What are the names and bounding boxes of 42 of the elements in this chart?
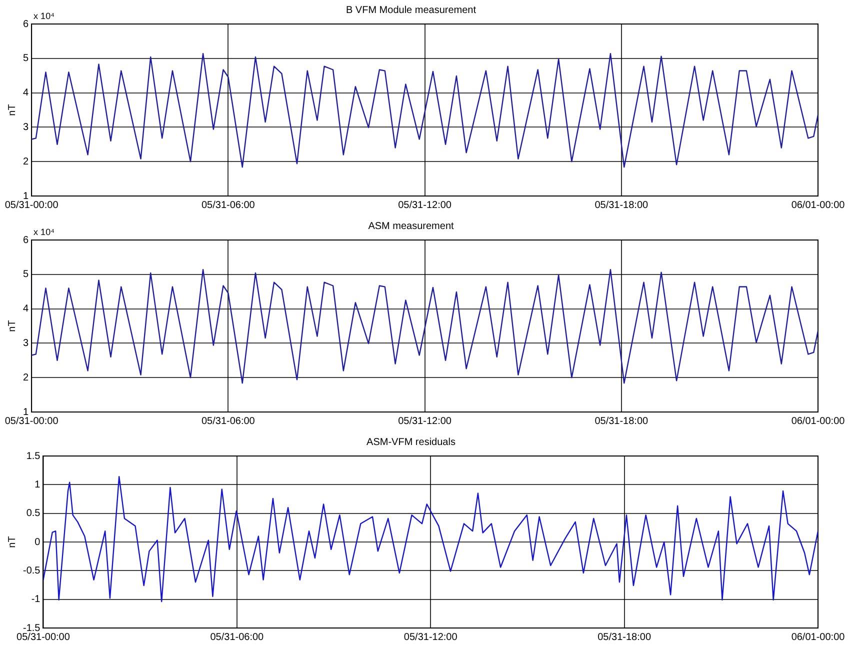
y-axis-title: nT [6,104,18,116]
x-tick-label: 05/31-06:00 [210,632,264,643]
x-tick-label: 05/31-18:00 [594,416,649,427]
chart-title: B VFM Module measurement [346,4,476,16]
x-tick-label: 05/31-00:00 [4,416,59,427]
x-tick-label: 06/01-00:00 [791,416,846,427]
y-tick-label: 1 [34,479,41,490]
x-tick-label: 06/01-00:00 [791,200,846,211]
y-tick-label: 0.5 [26,508,41,520]
text: x 10⁴ [34,226,55,237]
x-tick-label: 05/31-12:00 [398,416,452,427]
y-axis-title: nT [6,320,18,332]
x-tick-label: 06/01-00:00 [791,632,846,643]
x-tick-label: 05/31-12:00 [404,632,458,643]
y-tick-label: 1.5 [26,450,41,462]
y-tick-label: 1 [23,406,29,418]
y-tick-label: 6 [23,18,29,30]
x-tick-label: 05/31-06:00 [201,200,256,211]
y-axis-title: nT [6,536,18,548]
y-tick-label: -1 [31,594,41,606]
x-tick-label: 05/31-18:00 [594,200,649,211]
y-tick-label: -1.5 [22,622,41,634]
y-tick-label: 4 [23,88,29,99]
y-tick-label: 5 [23,269,29,280]
y-tick-label: 6 [23,234,29,246]
x-tick-label: 05/31-00:00 [16,632,70,643]
y-tick-label: 5 [23,53,29,64]
chart-title: ASM measurement [368,220,454,232]
y-tick-label: 0 [34,536,41,548]
text: x 10⁴ [34,10,55,21]
y-tick-label: -0.5 [22,565,41,576]
y-tick-label: 4 [23,304,29,315]
x-tick-label: 05/31-00:00 [4,200,59,211]
y-tick-label: 2 [23,156,29,168]
x-tick-label: 05/31-12:00 [398,200,452,211]
y-tick-label: 3 [23,338,29,349]
x-tick-label: 05/31-06:00 [201,416,256,427]
x-tick-label: 05/31-18:00 [598,632,652,643]
y-tick-label: 2 [23,372,29,384]
y-tick-label: 3 [23,122,29,133]
y-tick-label: 1 [23,190,29,202]
chart-title: ASM-VFM residuals [366,436,456,448]
